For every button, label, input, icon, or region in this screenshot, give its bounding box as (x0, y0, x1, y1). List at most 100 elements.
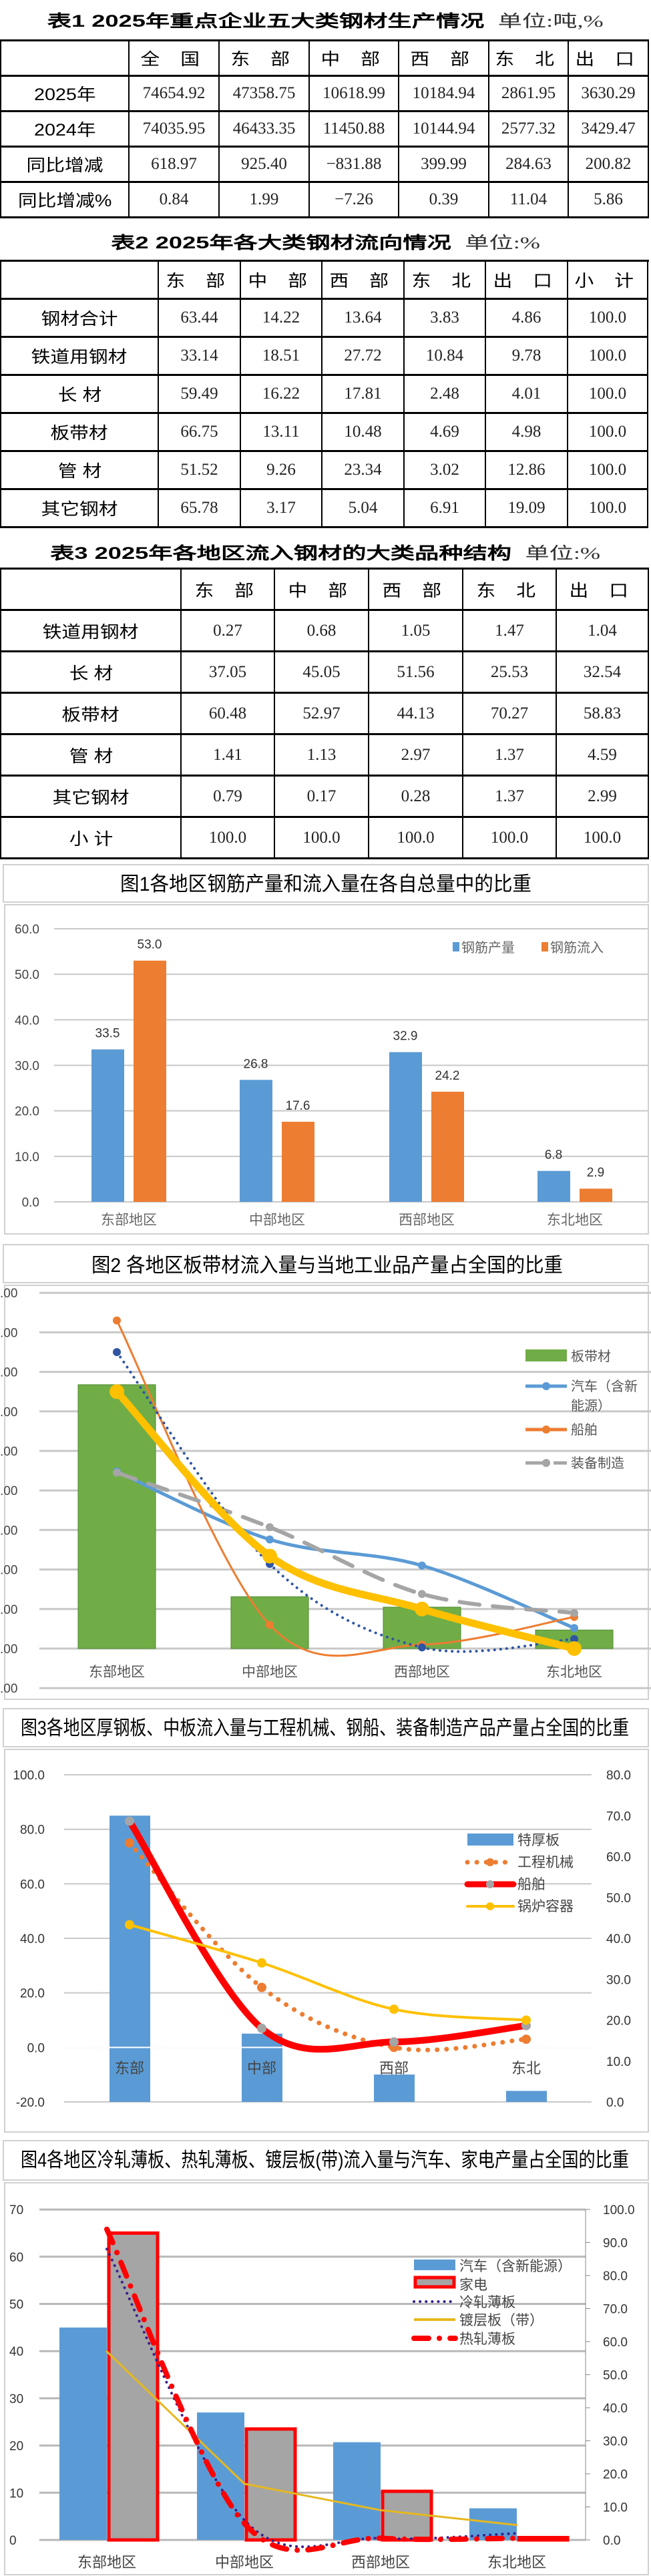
y-tick-label: 0.0 (22, 1196, 39, 1210)
row-label-text: 2025年 (33, 85, 96, 104)
table-cell: 0.17 (275, 777, 369, 818)
row-label-text: 板带材 (61, 705, 120, 724)
table1-unit: 单位:吨,% (497, 13, 604, 31)
x-tick-label: 东北地区 (487, 2554, 546, 2571)
data-point (266, 1523, 274, 1532)
x-tick-label: 东北地区 (546, 1665, 602, 1680)
table-cell-text: 3429.47 (581, 120, 636, 138)
table-cell: 1.99 (220, 183, 310, 218)
y-tick-label-left: 60.0 (20, 1878, 45, 1892)
table-cell: 9.26 (241, 452, 322, 490)
table-cell-text: 100.0 (588, 308, 627, 327)
legend-label: 特厚板 (517, 1833, 560, 1848)
table1: 全 国 东 部 中 部 西 部东 北出 口 2025年 74654.92 47358.75 1… (0, 39, 649, 218)
legend-marker (486, 1858, 494, 1866)
y-tick-label-left: -20.0 (16, 2096, 45, 2110)
row-label-text: 其它钢材 (41, 500, 118, 519)
y-tick-label: 30.0 (15, 1059, 39, 1073)
column-header-text: 出 口 (574, 50, 642, 69)
table-cell-text: 2.97 (401, 745, 431, 764)
table-cell-text: 25.53 (490, 662, 529, 681)
table-cell-text: 45.05 (302, 662, 341, 681)
y-tick-label-right: 70.0 (606, 1809, 631, 1823)
table-cell: 46433.35 (220, 112, 310, 148)
column-header: 中 部 (310, 41, 399, 77)
y-tick-label: 40.0 (15, 1014, 39, 1028)
legend-marker (486, 1902, 494, 1910)
chart-title: 图2 各地区板带材流入量与当地工业品产量占全国的比重 (91, 1255, 563, 1277)
table-cell-text: 100.0 (588, 347, 627, 365)
bar-extra-thick-plate (506, 2091, 547, 2102)
row-label-text: 同比增减 (26, 156, 103, 175)
data-label: 33.5 (95, 1027, 120, 1041)
table-cell-text: 399.99 (421, 155, 467, 173)
column-header: 西 部 (369, 570, 463, 611)
table-cell: 18.51 (241, 338, 322, 376)
row-label-text: 管 材 (57, 462, 101, 481)
legend-label: 钢筋产量 (461, 940, 515, 955)
y-tick-label-right: 50.0 (603, 2369, 628, 2383)
table-cell-text: 3.02 (430, 461, 459, 479)
table-cell: 19.09 (486, 490, 568, 528)
y-tick-label-left: 40 (9, 2345, 23, 2359)
table-cell: 1.47 (463, 611, 557, 652)
column-header: 东 部 (159, 262, 241, 300)
y-tick-label-left: 50 (9, 2298, 23, 2312)
table-cell: 70.27 (463, 694, 557, 735)
series-line (115, 1470, 576, 1630)
y-tick-label-right: 20.0 (606, 2014, 631, 2028)
chart-title-box (3, 2140, 649, 2181)
table-cell-text: 58.83 (583, 704, 622, 722)
table-cell-text: −831.88 (326, 155, 382, 173)
table-cell: 100.0 (182, 818, 275, 859)
table-cell: 3429.47 (569, 112, 649, 148)
row-label-text: 管 材 (69, 746, 113, 766)
table-cell-text: 100.0 (208, 828, 247, 847)
table-cell: 14.22 (241, 300, 322, 338)
bar-auto (333, 2442, 381, 2540)
data-point (257, 2023, 266, 2033)
bar-production (91, 1049, 124, 1202)
table-cell: 1.41 (182, 735, 275, 777)
legend-marker (486, 1880, 494, 1888)
table-cell: 1.05 (369, 611, 463, 652)
table-cell: 47358.75 (220, 77, 310, 112)
legend-label: 冷轧薄板 (459, 2295, 515, 2310)
data-point (418, 1561, 426, 1570)
table-cell: 100.0 (568, 300, 648, 338)
y-tick-label: .00 (0, 1326, 17, 1340)
data-label: 24.2 (435, 1069, 460, 1083)
table-cell-text: 65.78 (180, 499, 218, 517)
table-cell: 6.91 (405, 490, 486, 528)
data-point (415, 1601, 429, 1617)
table-cell-text: 10.48 (344, 423, 382, 441)
table-cell: 4.69 (405, 414, 486, 452)
column-header: 全 国 (130, 41, 220, 77)
legend-label: 汽车（含新能源） (459, 2259, 572, 2274)
table2-title: 表2 2025年各大类钢材流向情况 单位:% (0, 230, 651, 254)
table2-title-text: 表2 2025年各大类钢材流向情况 (111, 234, 451, 252)
row-label: 长 材 (1, 376, 159, 414)
table-cell: 0.39 (399, 183, 489, 218)
bar-inflow (580, 1189, 612, 1202)
column-header-text: 西 部 (382, 581, 449, 600)
table-cell: 51.52 (159, 452, 241, 490)
legend-label: 装备制造 (571, 1456, 624, 1471)
y-tick-label-right: 80.0 (603, 2270, 628, 2284)
table-cell: 2.48 (405, 376, 486, 414)
table-cell: −831.88 (310, 148, 399, 183)
table3-title: 表3 2025年各地区流入钢材的大类品种结构 单位:% (0, 540, 651, 564)
table-cell: 13.64 (322, 300, 405, 338)
y-tick-label-left: 80.0 (20, 1823, 45, 1838)
data-label: 17.6 (286, 1099, 310, 1113)
y-tick-label: .00 (0, 1643, 17, 1657)
data-point (125, 1838, 134, 1848)
column-header-text: 出 口 (568, 581, 636, 600)
legend-label: 钢筋流入 (550, 940, 604, 955)
row-label-text: 长 材 (57, 386, 101, 405)
row-label: 管 材 (1, 735, 182, 777)
table-cell-text: 0.39 (429, 190, 459, 208)
data-point (266, 1621, 274, 1629)
legend-label: 船舶 (517, 1877, 546, 1892)
data-point (113, 1468, 121, 1477)
